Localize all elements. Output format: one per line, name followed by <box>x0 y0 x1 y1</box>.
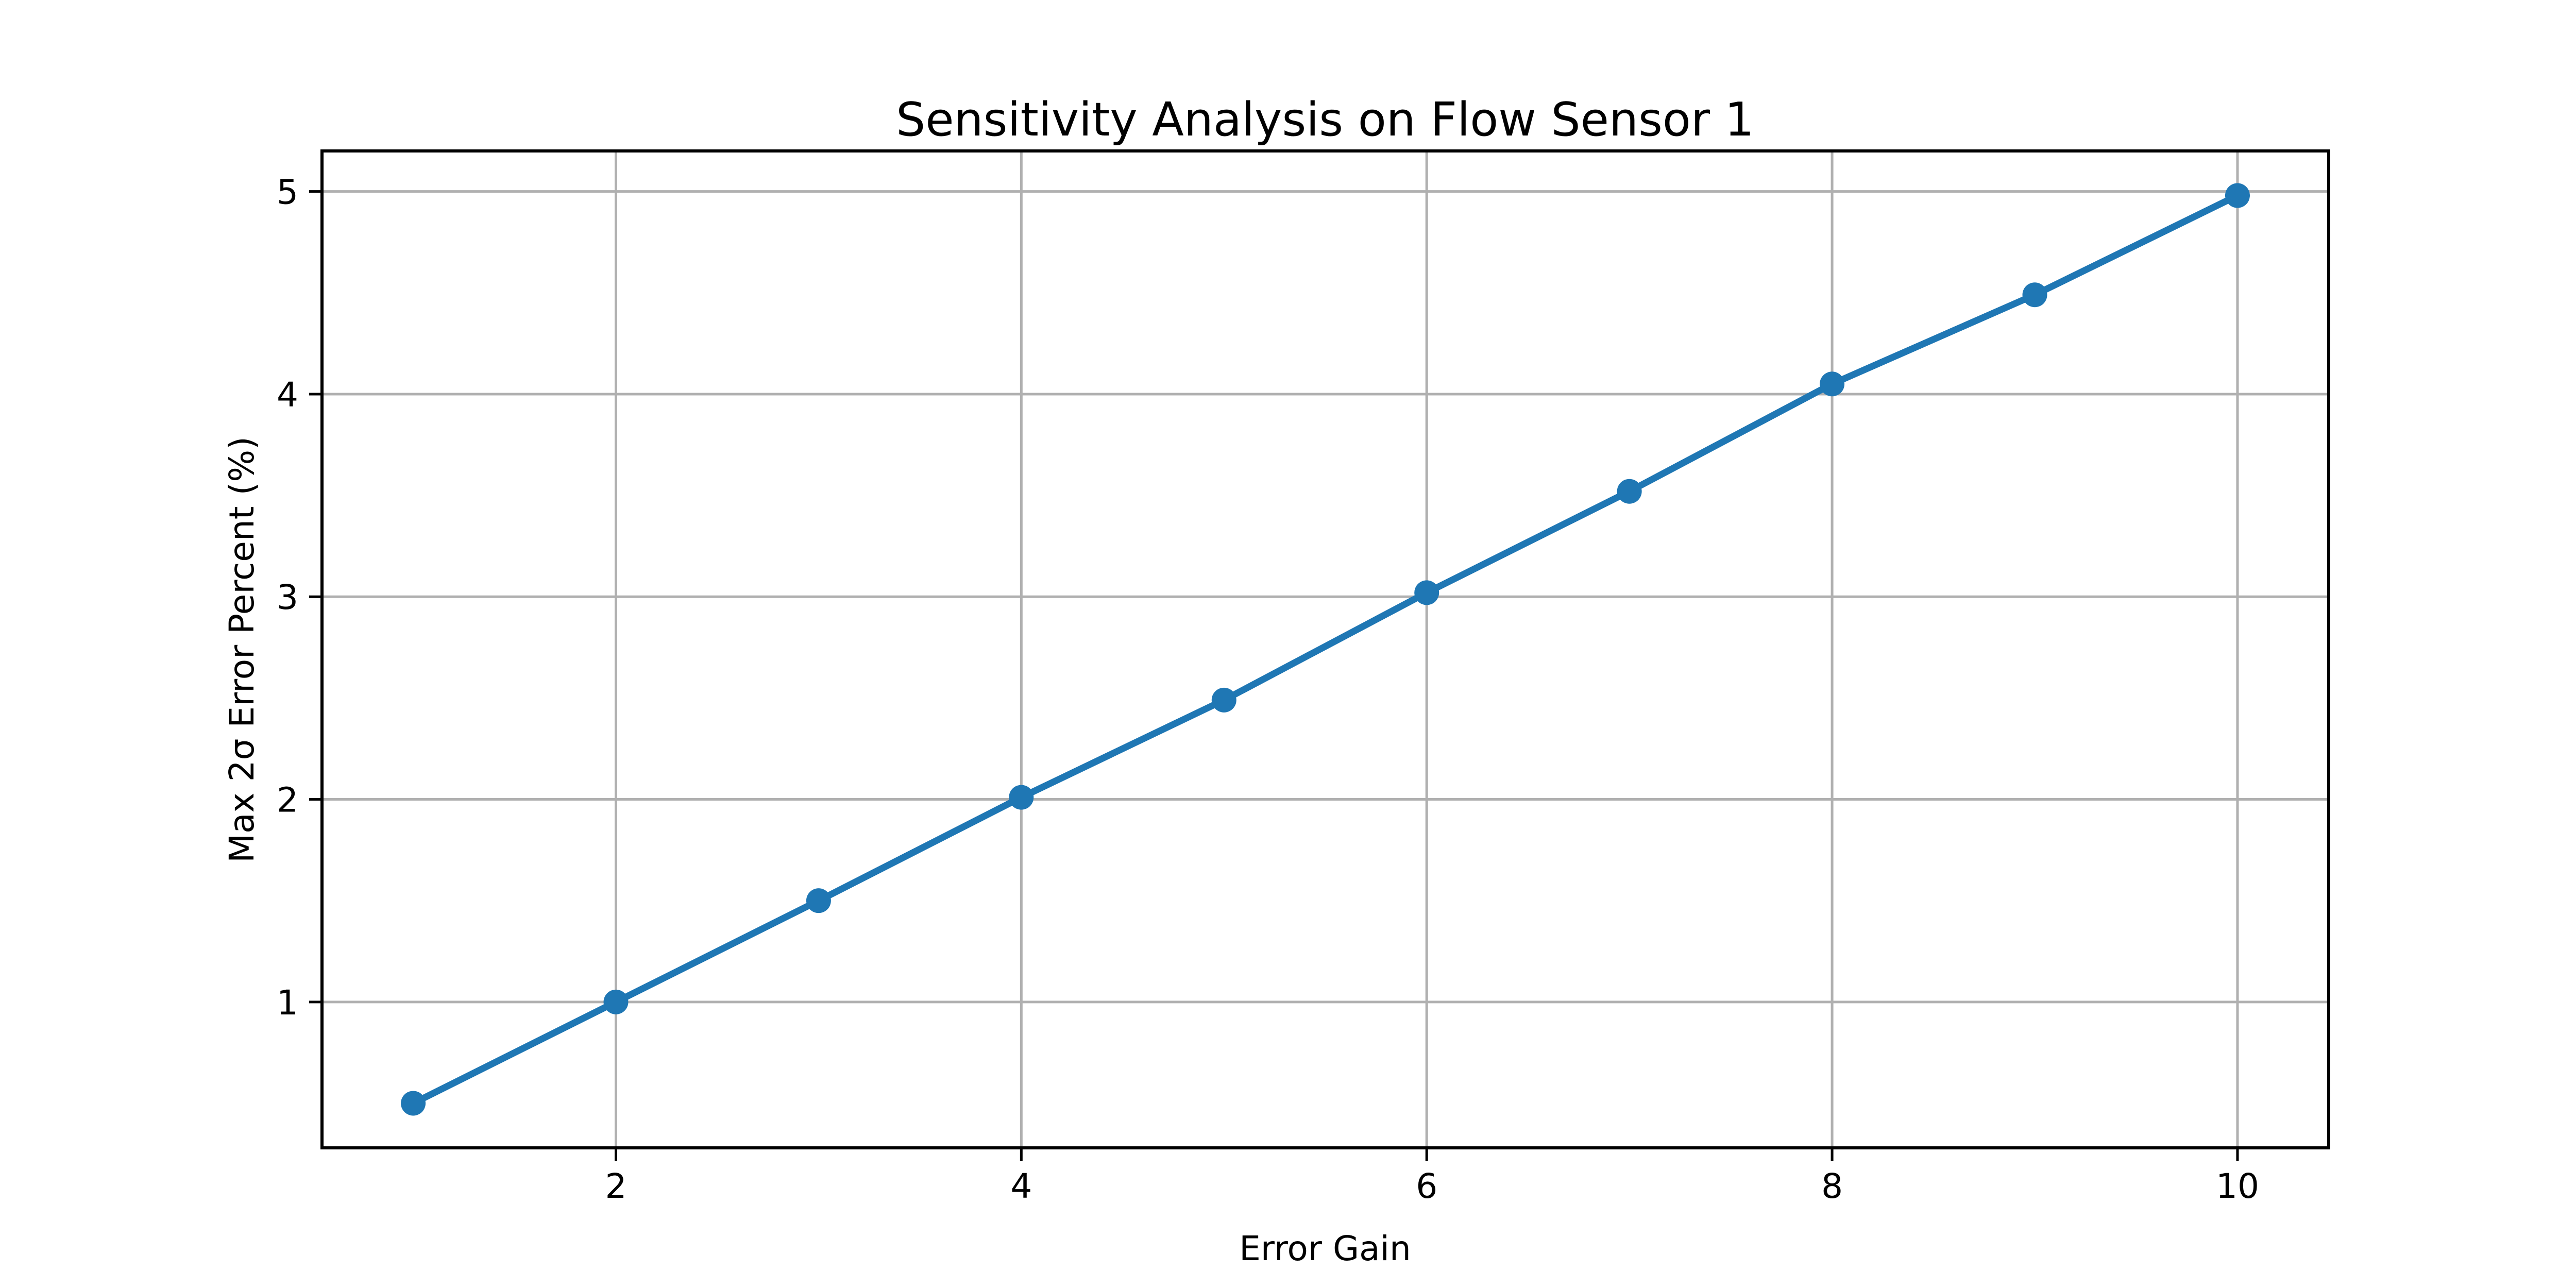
y-tick-label: 1 <box>277 983 298 1023</box>
x-axis-label: Error Gain <box>1239 1229 1411 1268</box>
axes-spines <box>320 149 2330 1149</box>
axis-ticks <box>309 190 2239 1161</box>
x-tick-label: 4 <box>1010 1166 1032 1206</box>
y-tick-label: 5 <box>277 173 298 212</box>
data-point <box>2225 183 2250 208</box>
x-tick-label: 2 <box>605 1166 626 1206</box>
x-tick-label: 6 <box>1416 1166 1437 1206</box>
gridlines <box>322 151 2329 1148</box>
data-point <box>401 1091 426 1116</box>
data-series <box>401 183 2250 1116</box>
data-point <box>1617 479 1642 504</box>
data-point <box>806 888 831 913</box>
plot-border <box>320 149 2330 1149</box>
series-line <box>410 192 2241 1107</box>
y-axis-label: Max 2σ Error Percent (%) <box>222 436 262 863</box>
chart-title: Sensitivity Analysis on Flow Sensor 1 <box>896 93 1754 147</box>
x-tick-label: 10 <box>2216 1166 2259 1206</box>
y-tick-label: 2 <box>277 781 298 820</box>
y-tick-label: 3 <box>277 578 298 617</box>
data-point <box>1211 687 1236 713</box>
y-tick-label: 4 <box>277 375 298 415</box>
data-point <box>603 989 629 1014</box>
data-point <box>1414 580 1439 605</box>
data-point <box>1009 785 1034 810</box>
data-point <box>1820 371 1845 397</box>
data-point <box>2022 282 2047 308</box>
x-tick-label: 8 <box>1821 1166 1843 1206</box>
